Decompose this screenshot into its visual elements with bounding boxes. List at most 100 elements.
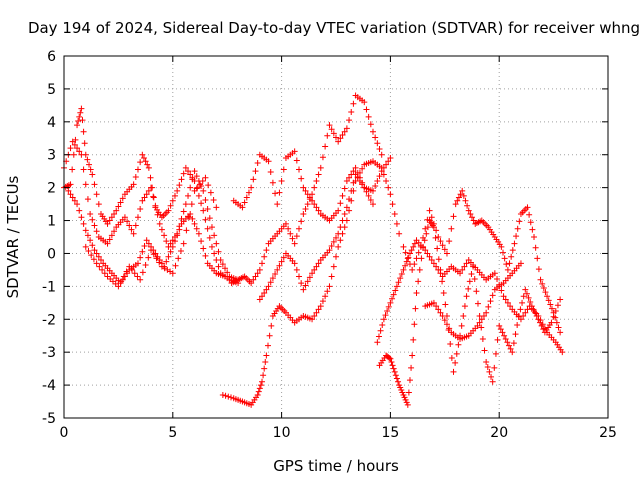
data-point <box>195 192 202 199</box>
data-point <box>400 243 407 250</box>
data-point <box>383 161 390 168</box>
data-point <box>126 263 133 270</box>
data-point <box>538 322 545 329</box>
data-point <box>385 184 392 191</box>
y-tick-label: 4 <box>47 115 56 131</box>
data-point <box>276 189 283 196</box>
data-point <box>383 178 390 185</box>
data-point <box>397 275 404 282</box>
data-point <box>65 187 72 194</box>
data-point <box>193 173 200 180</box>
data-point <box>156 220 163 227</box>
data-point <box>330 238 337 245</box>
data-point <box>406 377 413 384</box>
data-point <box>455 194 462 201</box>
data-point <box>145 240 152 247</box>
data-point <box>550 309 557 316</box>
data-point <box>132 173 139 180</box>
data-point <box>268 322 275 329</box>
data-point <box>328 273 335 280</box>
data-point <box>389 362 396 369</box>
data-point <box>287 230 294 237</box>
data-point <box>311 201 318 208</box>
data-point <box>199 178 206 185</box>
data-point <box>313 204 320 211</box>
data-point <box>228 394 235 401</box>
data-point <box>272 271 279 278</box>
data-point <box>519 299 526 306</box>
data-point <box>171 238 178 245</box>
data-point <box>516 218 523 225</box>
data-point <box>161 232 168 239</box>
data-point <box>410 336 417 343</box>
data-point <box>254 270 261 277</box>
data-point <box>172 262 179 269</box>
data-point <box>91 181 98 188</box>
data-point <box>374 140 381 147</box>
data-point <box>433 263 440 270</box>
data-point <box>202 252 209 259</box>
data-point <box>333 234 339 241</box>
data-point <box>481 347 488 354</box>
data-point <box>537 319 543 326</box>
data-point <box>328 243 335 250</box>
data-point <box>144 161 151 168</box>
data-point <box>93 191 100 198</box>
data-point <box>496 322 503 329</box>
chart-title: Day 194 of 2024, Sidereal Day-to-day VTE… <box>28 19 640 37</box>
data-point <box>104 240 111 247</box>
data-point <box>302 282 309 289</box>
data-point <box>158 226 165 233</box>
data-point <box>474 300 481 307</box>
data-point <box>111 228 118 235</box>
data-point <box>520 293 527 300</box>
data-point <box>191 220 198 227</box>
data-point <box>395 279 402 286</box>
data-point <box>315 207 322 214</box>
data-point <box>80 166 87 173</box>
data-point <box>379 322 386 329</box>
data-point <box>415 249 422 256</box>
data-point <box>386 354 393 361</box>
data-point <box>330 263 337 270</box>
data-point <box>134 166 141 173</box>
data-point <box>124 218 131 225</box>
data-point <box>211 250 218 257</box>
data-point <box>176 226 183 233</box>
data-point <box>224 269 231 276</box>
data-point <box>553 319 560 326</box>
data-point <box>296 225 303 232</box>
data-point <box>420 234 427 241</box>
data-point <box>293 266 300 273</box>
data-point <box>494 275 501 282</box>
data-point <box>263 352 270 359</box>
plot-frame <box>63 55 609 419</box>
y-tick-label: -5 <box>42 411 56 427</box>
data-point <box>215 263 222 270</box>
data-point <box>293 233 300 240</box>
data-point <box>555 324 562 331</box>
data-point <box>390 365 397 372</box>
data-point <box>137 276 144 283</box>
data-point <box>468 271 475 278</box>
data-point <box>430 220 437 227</box>
data-point <box>269 179 276 186</box>
data-point <box>208 224 215 231</box>
data-point <box>450 368 457 375</box>
data-point <box>78 214 85 221</box>
data-point <box>324 288 331 295</box>
data-point <box>376 145 383 152</box>
data-point <box>169 197 176 204</box>
data-point <box>382 312 389 319</box>
data-point <box>461 303 468 310</box>
data-point <box>261 365 268 372</box>
data-point <box>372 182 379 189</box>
data-point <box>191 168 198 175</box>
data-point <box>452 201 459 208</box>
data-point <box>200 187 207 194</box>
data-point <box>380 171 387 178</box>
data-point <box>499 329 506 336</box>
data-point <box>272 190 279 197</box>
data-point <box>187 184 194 191</box>
data-point <box>337 237 344 244</box>
